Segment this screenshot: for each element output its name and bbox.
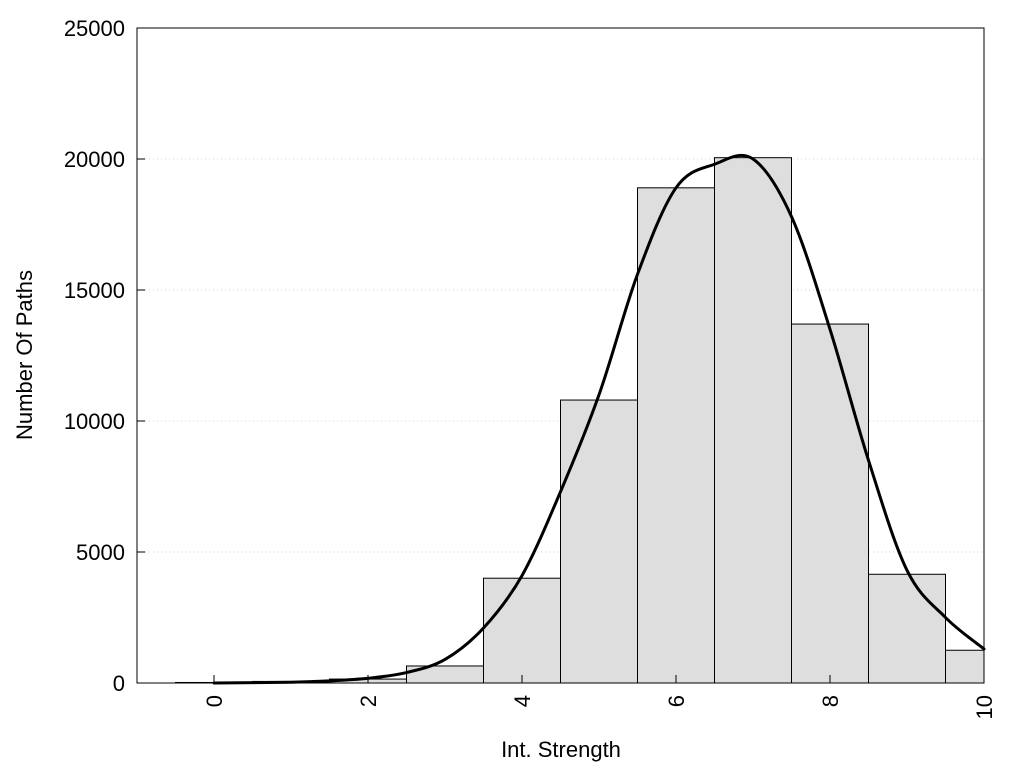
y-axis-label: Number Of Paths	[12, 270, 37, 440]
x-tick-labels: 0 2 4 6 8 10	[202, 695, 997, 719]
x-axis-label: Int. Strength	[501, 737, 621, 762]
plot-frame	[136, 27, 985, 684]
histogram-bar-9	[868, 573, 946, 684]
x-tick-label-4: 8	[818, 695, 843, 707]
y-tick-label-0: 0	[113, 671, 125, 696]
histogram-bar-6	[637, 187, 715, 684]
y-tick-label-1: 5000	[76, 540, 125, 565]
x-tick-label-1: 2	[356, 695, 381, 707]
histogram-bar-10	[945, 649, 985, 684]
density-curve	[212, 153, 986, 685]
x-tick-label-2: 4	[510, 695, 535, 707]
x-tick-label-3: 6	[664, 695, 689, 707]
ticks-layer	[137, 27, 985, 684]
x-tick-label-5: 10	[972, 695, 997, 719]
bars-layer	[175, 157, 985, 684]
y-tick-labels: 0 5000 10000 15000 20000 25000	[64, 16, 125, 696]
histogram-bar-7	[714, 157, 792, 684]
y-tick-label-2: 10000	[64, 409, 125, 434]
histogram-bar-4	[483, 577, 561, 684]
curve-layer	[212, 153, 986, 685]
histogram-bar-5	[560, 399, 638, 684]
histogram-bar-8	[791, 323, 869, 684]
y-tick-label-4: 20000	[64, 147, 125, 172]
y-tick-label-5: 25000	[64, 16, 125, 41]
y-tick-label-3: 15000	[64, 278, 125, 303]
x-tick-label-0: 0	[202, 695, 227, 707]
